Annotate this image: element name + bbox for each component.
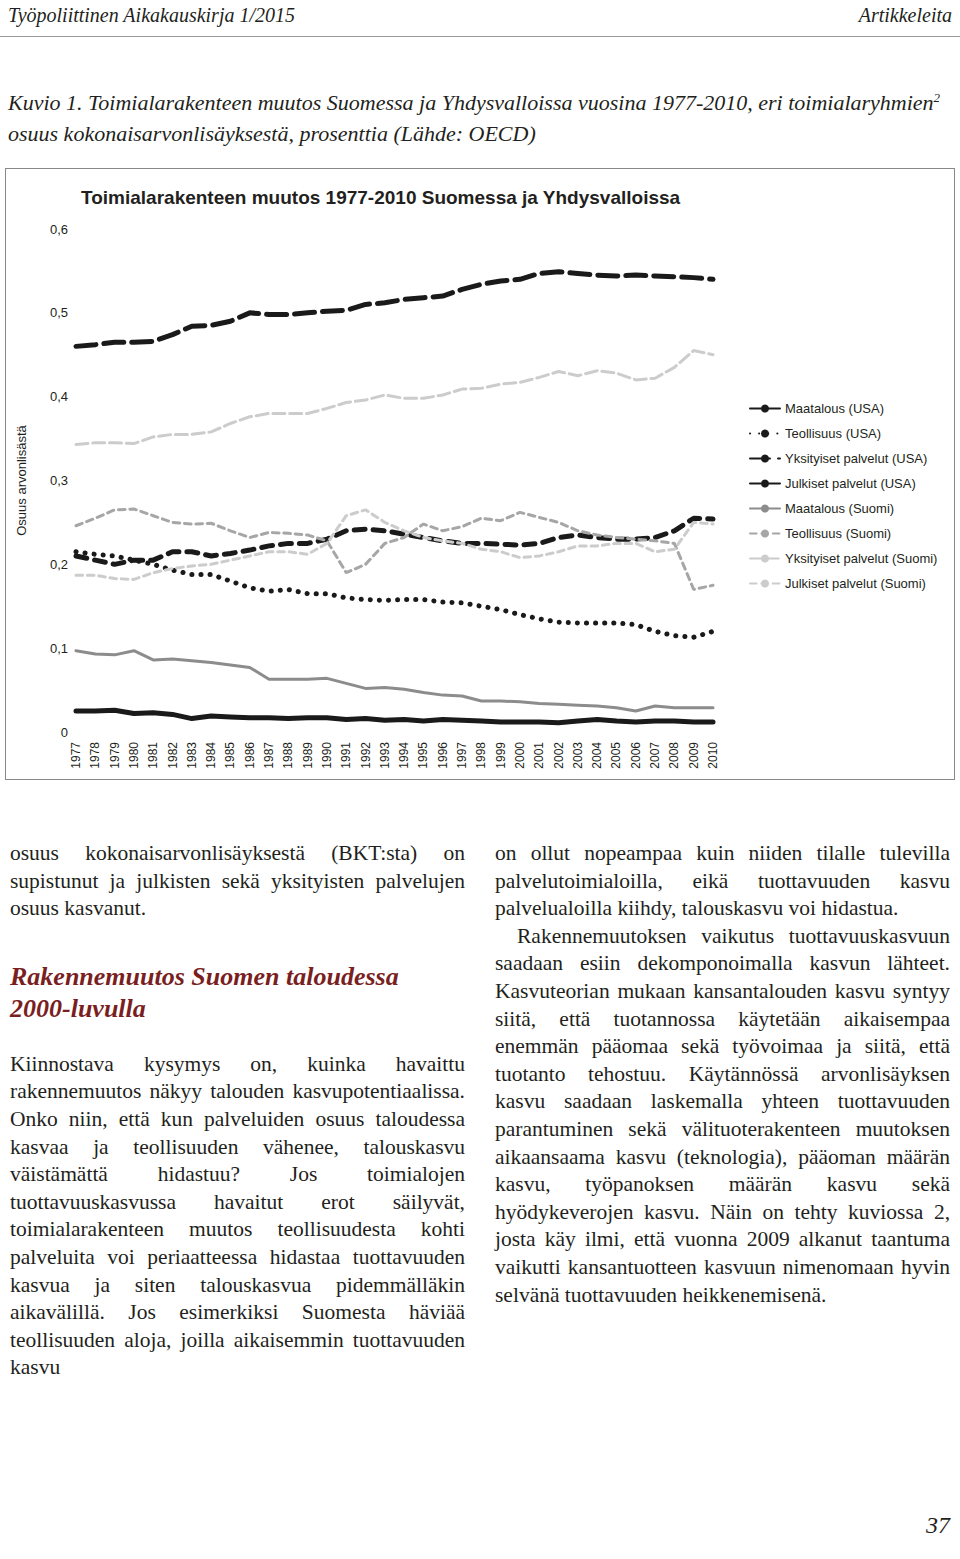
html-text:on ollut nopeampaa kuin niiden: on ollut nopeampaa kuin niiden tilalle t… xyxy=(495,841,950,921)
svg-text:1980: 1980 xyxy=(127,742,141,769)
svg-text:Julkiset palvelut (Suomi): Julkiset palvelut (Suomi) xyxy=(785,576,926,591)
svg-text:1979: 1979 xyxy=(108,742,122,769)
svg-text:0,1: 0,1 xyxy=(50,641,68,656)
svg-text:2000: 2000 xyxy=(513,742,527,769)
svg-text:Toimialarakenteen muutos 1977-: Toimialarakenteen muutos 1977-2010 Suome… xyxy=(81,187,681,208)
svg-text:Teollisuus (Suomi): Teollisuus (Suomi) xyxy=(785,526,891,541)
svg-text:0,6: 0,6 xyxy=(50,222,68,237)
svg-text:2008: 2008 xyxy=(667,742,681,769)
html-text:osuus kokonaisarvonlisäyksestä: osuus kokonaisarvonlisäyksestä, prosentt… xyxy=(8,121,536,147)
svg-text:1985: 1985 xyxy=(223,742,237,769)
svg-text:2002: 2002 xyxy=(552,742,566,769)
svg-text:2007: 2007 xyxy=(648,742,662,769)
svg-text:0,5: 0,5 xyxy=(50,305,68,320)
html-text:Artikkeleita: Artikkeleita xyxy=(858,4,952,26)
svg-text:Maatalous (Suomi): Maatalous (Suomi) xyxy=(785,501,894,516)
svg-text:1982: 1982 xyxy=(166,742,180,769)
svg-text:1987: 1987 xyxy=(262,742,276,769)
svg-text:1989: 1989 xyxy=(301,742,315,769)
svg-text:Maatalous (USA): Maatalous (USA) xyxy=(785,401,884,416)
svg-text:2003: 2003 xyxy=(571,742,585,769)
svg-text:2009: 2009 xyxy=(687,742,701,769)
svg-text:2001: 2001 xyxy=(532,742,546,769)
svg-text:0,2: 0,2 xyxy=(50,557,68,572)
svg-text:2004: 2004 xyxy=(590,742,604,769)
html-text:Rakennemuutos Suomen taloudess: Rakennemuutos Suomen taloudessa 2000-luv… xyxy=(10,961,399,1023)
svg-text:2006: 2006 xyxy=(629,742,643,769)
svg-text:0: 0 xyxy=(61,725,68,740)
svg-text:Osuus arvonlisästä: Osuus arvonlisästä xyxy=(14,424,29,535)
svg-text:0,3: 0,3 xyxy=(50,473,68,488)
svg-text:1983: 1983 xyxy=(185,742,199,769)
svg-text:1978: 1978 xyxy=(88,742,102,769)
svg-text:1991: 1991 xyxy=(339,742,353,769)
html-text:Kiinnostava kysymys on, kuinka: Kiinnostava kysymys on, kuinka havaittu … xyxy=(10,1051,465,1380)
svg-text:Julkiset palvelut (USA): Julkiset palvelut (USA) xyxy=(785,476,916,491)
svg-text:1977: 1977 xyxy=(69,742,83,769)
svg-text:1990: 1990 xyxy=(320,742,334,769)
html-text:Kuvio 1. Toimialarakenteen muu: Kuvio 1. Toimialarakenteen muutos Suomes… xyxy=(8,90,941,116)
svg-text:Teollisuus (USA): Teollisuus (USA) xyxy=(785,426,881,441)
svg-text:Yksityiset palvelut (Suomi): Yksityiset palvelut (Suomi) xyxy=(785,551,937,566)
svg-text:Yksityiset palvelut (USA): Yksityiset palvelut (USA) xyxy=(785,451,927,466)
html-text:37: 37 xyxy=(926,1512,950,1538)
svg-text:1995: 1995 xyxy=(416,742,430,769)
svg-text:1992: 1992 xyxy=(359,742,373,769)
html-text:osuus kokonaisarvonlisäyksestä: osuus kokonaisarvonlisäyksestä (BKT:sta)… xyxy=(10,841,465,921)
svg-text:1986: 1986 xyxy=(243,742,257,769)
svg-text:1988: 1988 xyxy=(281,742,295,769)
html-text:Työpoliittinen Aikakauskirja 1: Työpoliittinen Aikakauskirja 1/2015 xyxy=(8,4,295,26)
html-text:Rakennemuutoksen vaikutus tuot: Rakennemuutoksen vaikutus tuottavuuskasv… xyxy=(495,923,950,1307)
svg-text:1981: 1981 xyxy=(146,742,160,769)
svg-text:1998: 1998 xyxy=(474,742,488,769)
svg-text:1994: 1994 xyxy=(397,742,411,769)
svg-text:0,4: 0,4 xyxy=(50,389,68,404)
svg-text:1999: 1999 xyxy=(494,742,508,769)
svg-text:1996: 1996 xyxy=(436,742,450,769)
svg-text:2010: 2010 xyxy=(706,742,720,769)
svg-text:1993: 1993 xyxy=(378,742,392,769)
svg-text:1997: 1997 xyxy=(455,742,469,769)
svg-text:2005: 2005 xyxy=(609,742,623,769)
svg-text:1984: 1984 xyxy=(204,742,218,769)
